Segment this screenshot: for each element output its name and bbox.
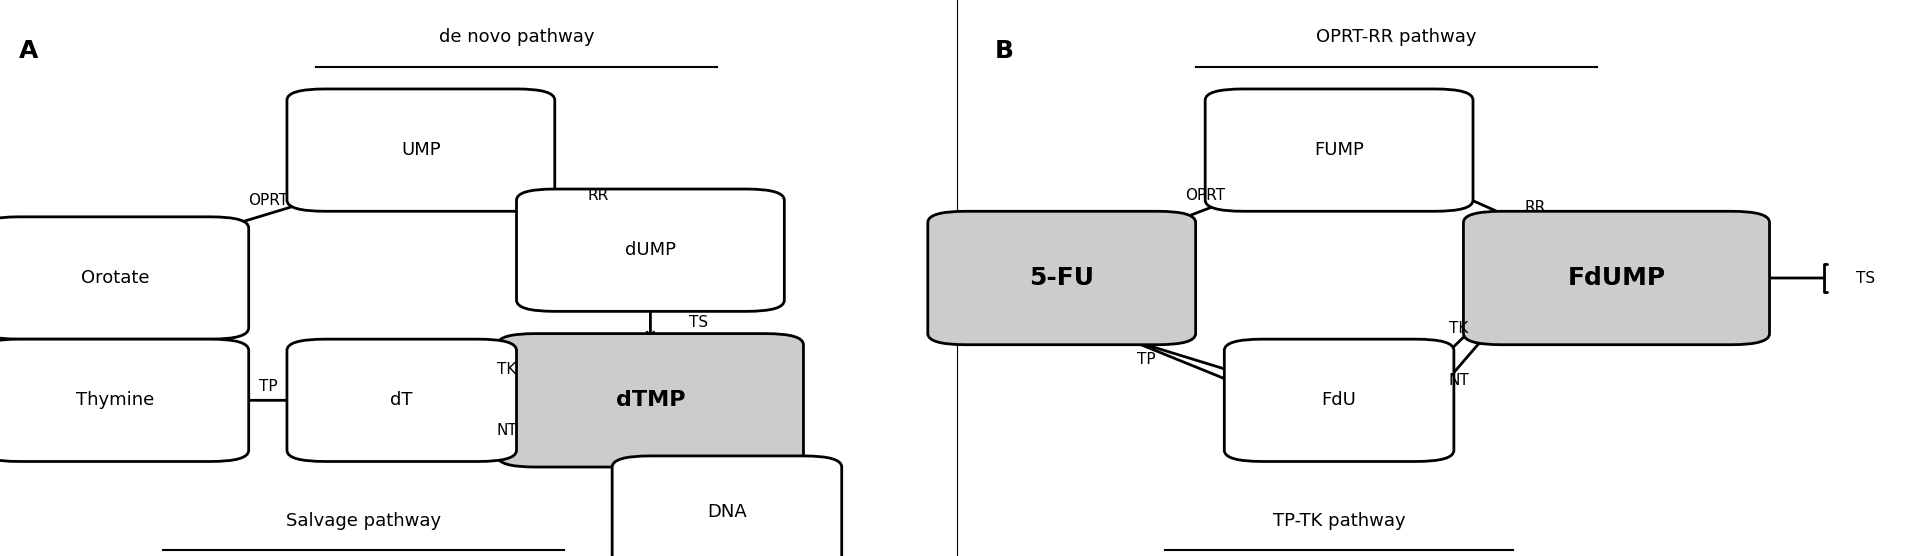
Text: UMP: UMP: [402, 141, 440, 159]
FancyBboxPatch shape: [612, 456, 842, 556]
Text: FdUMP: FdUMP: [1567, 266, 1666, 290]
Text: de novo pathway: de novo pathway: [438, 28, 595, 46]
Text: TK: TK: [1448, 321, 1469, 335]
Text: RR: RR: [587, 188, 608, 202]
Text: DNA: DNA: [708, 503, 746, 520]
FancyBboxPatch shape: [287, 339, 517, 461]
Text: TK: TK: [497, 363, 517, 377]
Text: A: A: [19, 39, 38, 63]
Text: TS: TS: [689, 315, 708, 330]
Text: Thymine: Thymine: [77, 391, 153, 409]
Text: NT: NT: [1448, 374, 1469, 388]
Text: dUMP: dUMP: [626, 241, 675, 259]
FancyBboxPatch shape: [1224, 339, 1454, 461]
FancyBboxPatch shape: [0, 217, 249, 339]
FancyBboxPatch shape: [0, 339, 249, 461]
FancyBboxPatch shape: [287, 89, 555, 211]
Text: 5-FU: 5-FU: [1029, 266, 1094, 290]
FancyBboxPatch shape: [1463, 211, 1770, 345]
Text: RR: RR: [1525, 200, 1546, 215]
FancyBboxPatch shape: [497, 334, 803, 467]
Text: Orotate: Orotate: [80, 269, 149, 287]
FancyBboxPatch shape: [1205, 89, 1473, 211]
Text: OPRT: OPRT: [1186, 188, 1224, 203]
FancyBboxPatch shape: [517, 189, 784, 311]
Text: OPRT: OPRT: [249, 193, 287, 207]
Text: Salvage pathway: Salvage pathway: [285, 512, 442, 529]
Text: B: B: [995, 39, 1014, 63]
Text: TP-TK pathway: TP-TK pathway: [1272, 512, 1406, 529]
Text: dT: dT: [390, 391, 413, 409]
Text: OPRT-RR pathway: OPRT-RR pathway: [1316, 28, 1477, 46]
Text: TP: TP: [1136, 352, 1155, 367]
Text: FUMP: FUMP: [1314, 141, 1364, 159]
Text: FdU: FdU: [1322, 391, 1356, 409]
Text: TP: TP: [258, 379, 277, 394]
Text: NT: NT: [497, 424, 517, 438]
Text: dTMP: dTMP: [616, 390, 685, 410]
FancyBboxPatch shape: [928, 211, 1196, 345]
Text: TS: TS: [1856, 271, 1875, 285]
